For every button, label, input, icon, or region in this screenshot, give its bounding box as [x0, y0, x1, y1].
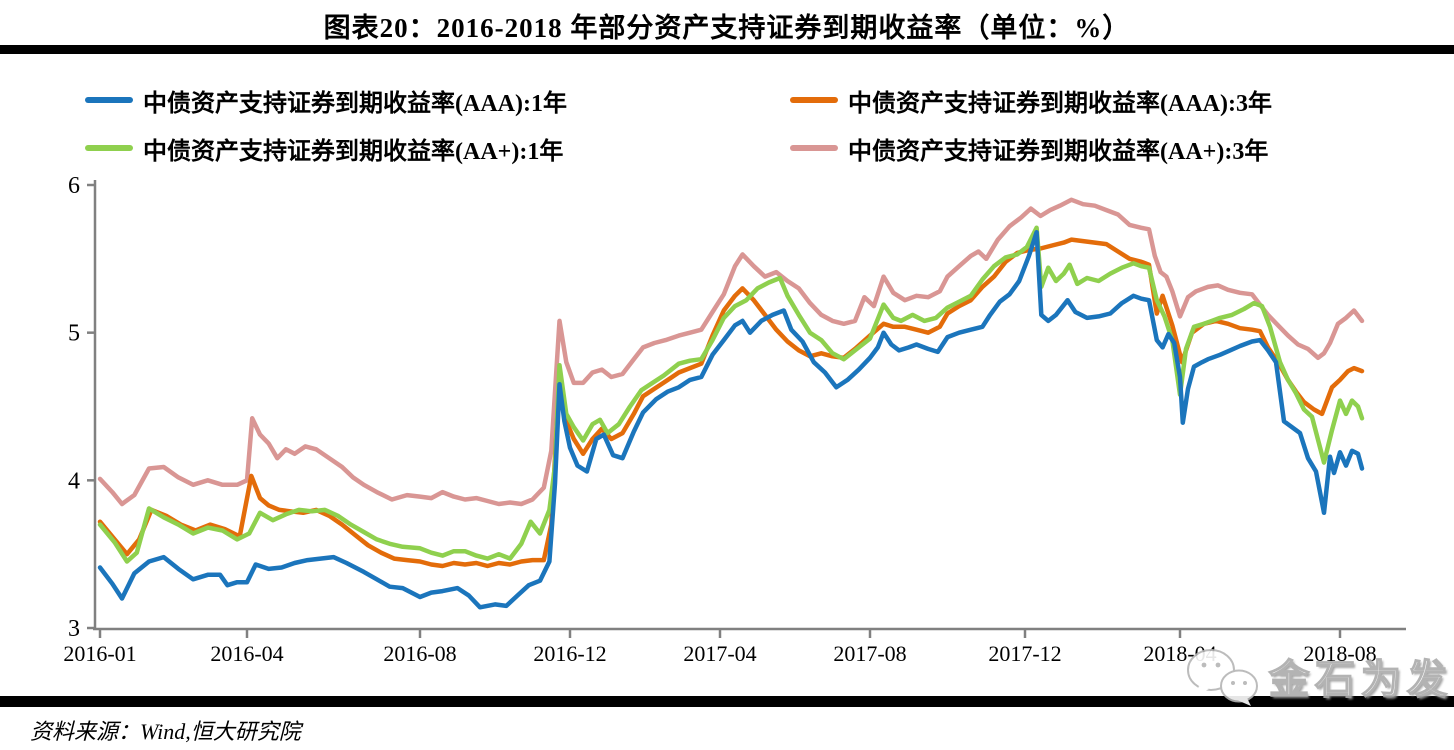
series-line-0: [97, 230, 1365, 610]
series-line-2: [97, 225, 1365, 564]
top-rule: [0, 45, 1454, 54]
legend-swatch-orange: [790, 97, 838, 103]
page-title: 图表20：2016-2018 年部分资产支持证券到期收益率（单位：%）: [323, 13, 1131, 43]
watermark: 金石为发: [1185, 646, 1453, 713]
series-line-3: [97, 197, 1365, 507]
legend-item-aaa-1y: 中债资产支持证券到期收益率(AAA):1年: [85, 84, 790, 117]
legend-item-aaplus-1y: 中债资产支持证券到期收益率(AA+):1年: [85, 132, 790, 165]
series-line-1: [97, 237, 1365, 569]
legend-item-aaa-3y: 中债资产支持证券到期收益率(AAA):3年: [790, 84, 1385, 117]
y-tick-label: 6: [68, 173, 80, 199]
x-tick-label: 2016-01: [63, 641, 136, 666]
legend-label: 中债资产支持证券到期收益率(AAA):1年: [143, 90, 567, 117]
legend-swatch-blue: [85, 97, 133, 103]
x-tick-label: 2016-04: [210, 641, 283, 666]
x-tick-label: 2016-08: [383, 641, 456, 666]
chart-legend: 中债资产支持证券到期收益率(AAA):1年 中债资产支持证券到期收益率(AAA)…: [85, 84, 1385, 165]
legend-swatch-green: [85, 145, 133, 151]
legend-label: 中债资产支持证券到期收益率(AA+):3年: [848, 138, 1269, 165]
legend-label: 中债资产支持证券到期收益率(AAA):3年: [848, 90, 1272, 117]
x-tick-label: 2016-12: [533, 641, 606, 666]
y-tick-label: 4: [68, 468, 80, 494]
x-tick-label: 2017-04: [683, 641, 756, 666]
x-tick-label: 2017-12: [988, 641, 1061, 666]
wechat-icon: [1185, 646, 1263, 713]
legend-swatch-pink: [790, 145, 838, 151]
legend-label: 中债资产支持证券到期收益率(AA+):1年: [143, 138, 564, 165]
x-tick-label: 2017-08: [833, 641, 906, 666]
y-tick-label: 3: [68, 616, 80, 642]
x-tick-label: 2018-08: [1303, 641, 1376, 666]
bottom-rule: [0, 696, 1454, 707]
y-tick-label: 5: [68, 321, 80, 347]
watermark-text: 金石为发: [1268, 656, 1453, 702]
source-note: 资料来源：Wind,恒大研究院: [30, 719, 301, 744]
legend-item-aaplus-3y: 中债资产支持证券到期收益率(AA+):3年: [790, 132, 1385, 165]
